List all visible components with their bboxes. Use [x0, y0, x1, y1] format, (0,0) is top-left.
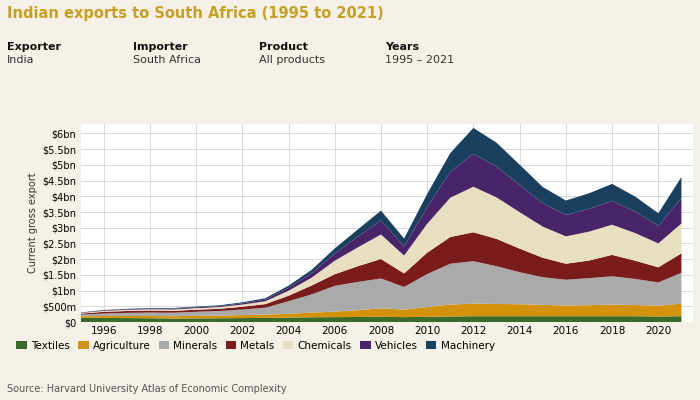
- Text: 1995 – 2021: 1995 – 2021: [385, 55, 454, 65]
- Text: Years: Years: [385, 42, 419, 52]
- Text: South Africa: South Africa: [133, 55, 201, 65]
- Text: Source: Harvard University Atlas of Economic Complexity: Source: Harvard University Atlas of Econ…: [7, 384, 286, 394]
- Text: Indian exports to South Africa (1995 to 2021): Indian exports to South Africa (1995 to …: [7, 6, 384, 21]
- Y-axis label: Current gross export: Current gross export: [28, 173, 38, 273]
- Text: Product: Product: [259, 42, 308, 52]
- Text: Exporter: Exporter: [7, 42, 61, 52]
- Text: India: India: [7, 55, 34, 65]
- Text: All products: All products: [259, 55, 325, 65]
- Legend: Textiles, Agriculture, Minerals, Metals, Chemicals, Vehicles, Machinery: Textiles, Agriculture, Minerals, Metals,…: [12, 336, 499, 355]
- Text: Importer: Importer: [133, 42, 188, 52]
